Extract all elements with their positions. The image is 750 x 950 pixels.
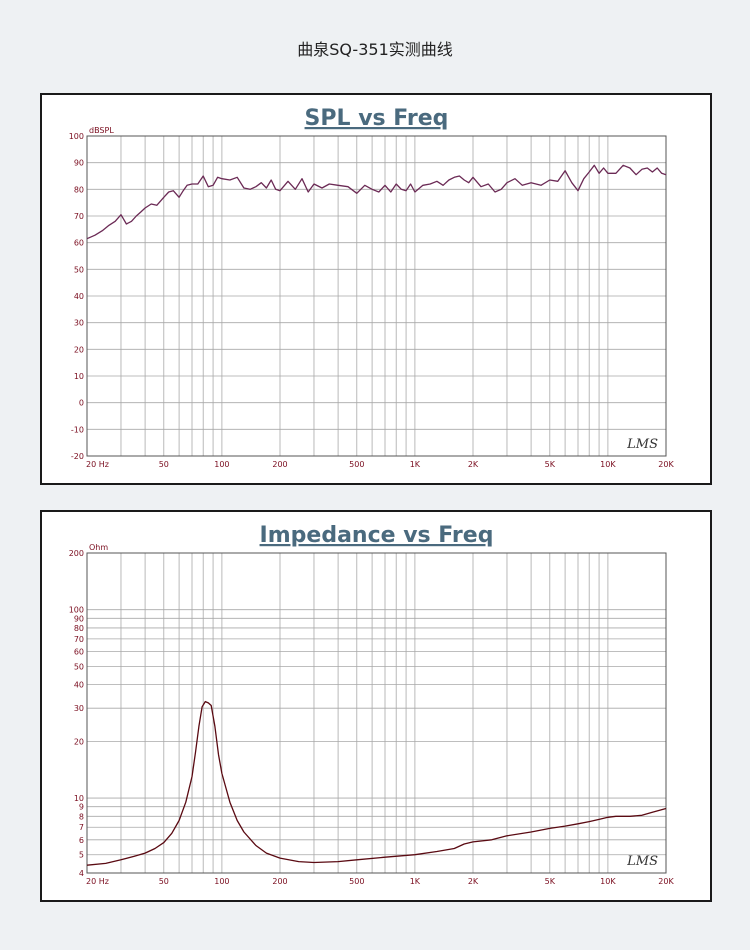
spl-x-tick-label: 200 [272,460,287,469]
spl-y-tick-label: 50 [74,265,84,274]
impedance-chart-panel: Impedance vs Freq 200 100 90 80 70 60 50 40 30 20 1… [40,510,712,902]
impedance-chart: Impedance vs Freq20010090807060504030201… [69,523,675,886]
impedance-y-tick-label: 9 [79,803,84,812]
spl-x-tick-label: 20K [658,460,674,469]
spl-curve [86,164,667,240]
impedance-y-tick-label: 5 [79,851,84,860]
spl-y-tick-label: 80 [74,185,84,194]
spl-x-tick-label: 100 [214,460,229,469]
impedance-y-tick-label: 30 [74,704,84,713]
impedance-plot-area [87,553,666,873]
impedance-x-tick-label: 100 [214,877,229,886]
impedance-x-tick-label: 5K [545,877,556,886]
spl-y-axis-unit: dBSPL [89,126,114,135]
impedance-y-tick-label: 100 [69,606,84,615]
spl-x-tick-label: 5K [545,460,556,469]
spl-x-tick-label: 20 Hz [86,460,109,469]
spl-y-tick-label: 40 [74,292,84,301]
impedance-curve [86,700,667,866]
impedance-x-tick-label: 50 [159,877,169,886]
impedance-y-tick-label: 6 [79,836,84,845]
impedance-y-tick-label: 90 [74,614,84,623]
spl-chart-panel: SPL vs Freq 100 90 80 70 60 50 40 30 20 10 0 -10 -20 2… [40,93,712,485]
impedance-y-tick-label: 7 [79,823,84,832]
impedance-y-tick-label: 10 [74,794,84,803]
spl-y-tick-label: -10 [71,425,84,434]
spl-y-tick-label: 90 [74,159,84,168]
spl-y-tick-label: 60 [74,239,84,248]
impedance-y-tick-label: 200 [69,549,84,558]
impedance-y-tick-label: 60 [74,647,84,656]
impedance-y-axis-unit: Ohm [89,543,108,552]
spl-y-tick-label: 100 [69,132,84,141]
impedance-y-tick-label: 8 [79,812,84,821]
impedance-y-tick-label: 4 [79,869,84,878]
impedance-x-tick-label: 20K [658,877,674,886]
impedance-lms-logo: LMS [626,854,658,869]
impedance-plot-border [86,552,667,874]
spl-x-tick-label: 50 [159,460,169,469]
impedance-y-tick-label: 70 [74,635,84,644]
page-title: 曲泉SQ-351实测曲线 [297,40,453,59]
spl-plot-border [86,135,667,457]
impedance-y-tick-label: 20 [74,737,84,746]
spl-y-tick-label: 20 [74,345,84,354]
spl-chart: SPL vs Freq1009080706050403020100-10-202… [69,106,675,469]
impedance-y-tick-label: 80 [74,624,84,633]
spl-x-tick-label: 10K [600,460,616,469]
impedance-y-tick-label: 40 [74,681,84,690]
impedance-chart-title: Impedance vs Freq [260,523,494,548]
spl-x-tick-label: 1K [410,460,421,469]
spl-chart-title: SPL vs Freq [305,106,449,131]
spl-y-tick-label: 30 [74,319,84,328]
spl-grid [86,135,667,457]
spl-lms-logo: LMS [626,437,658,452]
impedance-y-tick-label: 50 [74,662,84,671]
impedance-x-tick-label: 2K [468,877,479,886]
impedance-x-tick-label: 10K [600,877,616,886]
spl-y-tick-label: -20 [71,452,84,461]
spl-y-tick-label: 10 [74,372,84,381]
impedance-x-tick-label: 1K [410,877,421,886]
impedance-x-tick-label: 200 [272,877,287,886]
spl-y-tick-label: 70 [74,212,84,221]
spl-x-tick-label: 500 [349,460,364,469]
spl-x-tick-label: 2K [468,460,479,469]
spl-y-tick-label: 0 [79,399,84,408]
impedance-x-tick-label: 20 Hz [86,877,109,886]
impedance-x-tick-label: 500 [349,877,364,886]
